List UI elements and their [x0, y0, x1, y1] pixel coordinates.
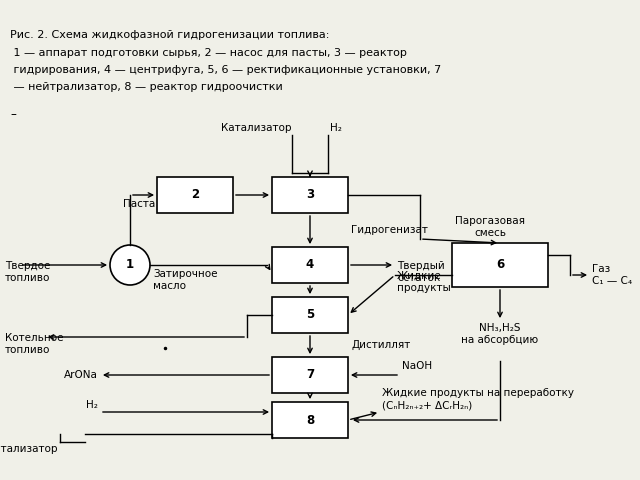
Text: 8: 8	[306, 413, 314, 427]
Text: Жидкие продукты на переработку
(CₙH₂ₙ₊₂+ ΔCᵣH₂ₙ): Жидкие продукты на переработку (CₙH₂ₙ₊₂+…	[382, 388, 574, 410]
Text: 1 — аппарат подготовки сырья, 2 — насос для пасты, 3 — реактор: 1 — аппарат подготовки сырья, 2 — насос …	[10, 48, 407, 58]
Text: 4: 4	[306, 259, 314, 272]
Text: 3: 3	[306, 189, 314, 202]
Text: Котельное
топливо: Котельное топливо	[5, 333, 63, 355]
Text: 1: 1	[126, 259, 134, 272]
Text: Газ
С₁ — С₄: Газ С₁ — С₄	[592, 264, 632, 286]
Text: 2: 2	[191, 189, 199, 202]
Text: H₂: H₂	[86, 400, 98, 410]
Text: Твердое
топливо: Твердое топливо	[5, 261, 51, 283]
Text: 7: 7	[306, 369, 314, 382]
Circle shape	[110, 245, 150, 285]
Bar	[452, 243, 548, 287]
Text: Катализатор: Катализатор	[221, 123, 292, 133]
Text: Твердый
остаток: Твердый остаток	[397, 261, 445, 283]
Text: Гидрогенизат: Гидрогенизат	[351, 225, 428, 235]
Bar	[272, 177, 348, 213]
Text: ArONa: ArONa	[64, 370, 98, 380]
Text: 6: 6	[496, 259, 504, 272]
Text: Рис. 2. Схема жидкофазной гидрогенизации топлива:: Рис. 2. Схема жидкофазной гидрогенизации…	[10, 30, 330, 40]
Text: 5: 5	[306, 309, 314, 322]
Text: гидрирования, 4 — центрифуга, 5, 6 — ректификационные установки, 7: гидрирования, 4 — центрифуга, 5, 6 — рек…	[10, 65, 441, 75]
Bar	[272, 402, 348, 438]
Text: Катализатор: Катализатор	[0, 444, 58, 454]
Bar	[272, 247, 348, 283]
Text: Жидкие
продукты: Жидкие продукты	[397, 271, 451, 293]
Bar	[272, 297, 348, 333]
Text: –: –	[10, 108, 16, 121]
Text: Парогазовая
смесь: Парогазовая смесь	[455, 216, 525, 238]
Text: — нейтрализатор, 8 — реактор гидроочистки: — нейтрализатор, 8 — реактор гидроочистк…	[10, 82, 283, 92]
Text: Паста: Паста	[123, 199, 155, 209]
Text: NaOH: NaOH	[402, 361, 432, 371]
Bar	[157, 177, 233, 213]
Text: NH₃,H₂S
на абсорбцию: NH₃,H₂S на абсорбцию	[461, 323, 539, 345]
Text: Затирочное
масло: Затирочное масло	[153, 269, 218, 290]
Text: H₂: H₂	[330, 123, 342, 133]
Text: Дистиллят: Дистиллят	[351, 340, 410, 350]
Bar	[272, 357, 348, 393]
